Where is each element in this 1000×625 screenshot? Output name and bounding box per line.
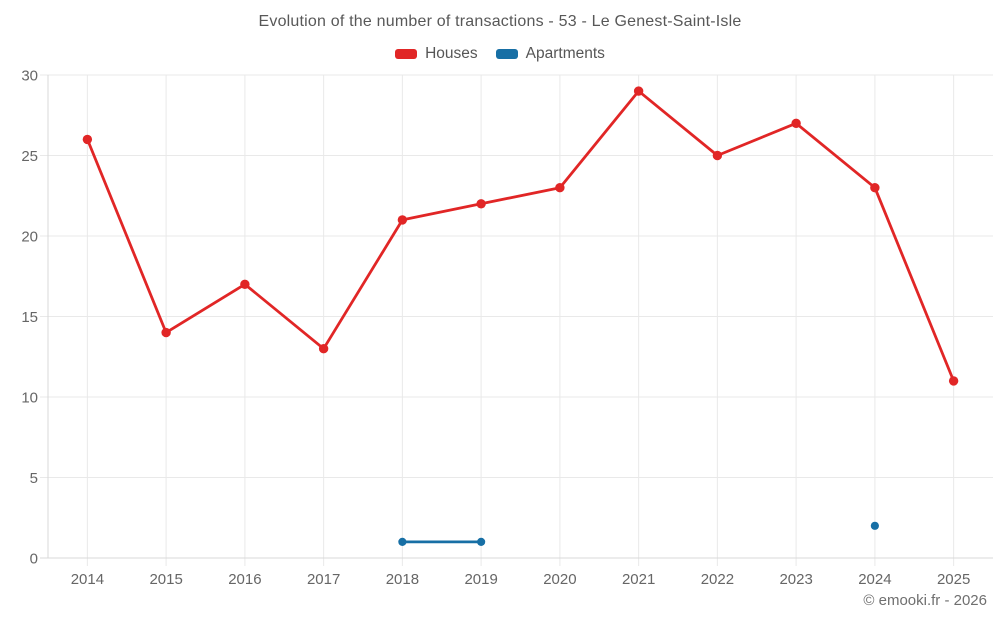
houses-point-2022[interactable] [712,150,723,161]
houses-point-2024[interactable] [870,183,880,193]
houses-point-2016[interactable] [240,279,250,289]
x-tick-label-2020: 2020 [543,571,576,588]
x-tick-label-2015: 2015 [149,571,182,588]
chart-title: Evolution of the number of transactions … [258,13,742,30]
x-tick-label-2018: 2018 [386,571,419,588]
houses-legend-swatch-icon [395,49,418,59]
y-tick-label: 10 [21,390,38,407]
x-tick-label-2022: 2022 [701,571,734,588]
houses-point-2021[interactable] [633,86,644,96]
houses-point-2017[interactable] [318,344,329,354]
x-tick-label-2021: 2021 [622,571,655,588]
legend-label-apartments: Apartments [525,45,605,62]
legend-label-houses: Houses [425,45,478,62]
apartments-point-2024[interactable] [870,521,879,530]
x-tick-label-2019: 2019 [464,571,497,588]
y-tick-label: 15 [21,309,38,326]
gridlines [40,74,993,566]
houses-point-2015[interactable] [161,327,171,338]
houses-point-2023[interactable] [791,118,801,128]
legend-item-apartments[interactable]: Apartments [495,45,605,63]
series-line-houses [86,89,955,383]
x-tick-label-2017: 2017 [307,571,340,588]
houses-point-2018[interactable] [397,215,408,225]
y-tick-label: 20 [21,229,38,246]
apartments-point-2018[interactable] [398,537,407,546]
x-tick-label-2014: 2014 [71,571,104,588]
y-tick-label: 25 [21,148,38,165]
y-tick-label: 5 [30,470,38,487]
x-tick-label-2016: 2016 [228,571,261,588]
chart-legend: Houses Apartments [0,45,1000,63]
y-tick-label: 0 [30,551,38,568]
x-tick-label-2023: 2023 [779,571,812,588]
y-tick-label: 30 [21,68,38,85]
x-tick-label-2025: 2025 [937,571,970,588]
y-axis-labels: 0 5 10 15 20 25 30 [21,68,38,568]
x-axis-labels: 2014 2015 2016 2017 2018 2019 2020 2021 2022 2023… [71,571,971,588]
houses-point-2020[interactable] [555,183,565,193]
legend-item-houses[interactable]: Houses [395,45,478,63]
houses-point-2025[interactable] [948,376,959,386]
x-tick-label-2024: 2024 [858,571,891,588]
apartments-point-2019[interactable] [477,537,486,546]
houses-point-2014[interactable] [82,134,93,145]
copyright-text: © emooki.fr - 2026 [863,592,987,609]
apartments-legend-swatch-icon [495,49,518,59]
houses-point-2019[interactable] [476,199,486,209]
